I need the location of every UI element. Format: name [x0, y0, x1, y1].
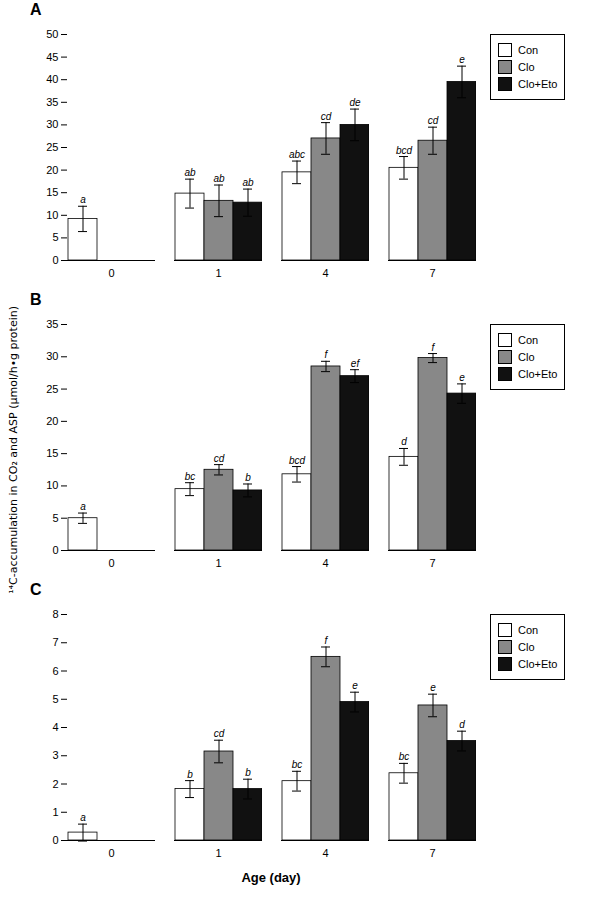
- svg-text:a: a: [80, 194, 86, 205]
- svg-text:e: e: [459, 372, 465, 383]
- svg-text:cd: cd: [321, 111, 332, 122]
- svg-text:5: 5: [52, 231, 58, 243]
- svg-text:7: 7: [429, 557, 435, 569]
- svg-text:20: 20: [46, 164, 58, 176]
- html-text:Clo: Clo: [518, 641, 535, 653]
- svg-text:abc: abc: [289, 149, 305, 160]
- html-text:Clo: Clo: [518, 351, 535, 363]
- html-text:¹⁴C-accumulation in CO₂ and AS: ¹⁴C-accumulation in CO₂ and ASP (μmol/h•…: [6, 305, 20, 594]
- svg-text:45: 45: [46, 51, 58, 63]
- svg-text:5: 5: [52, 512, 58, 524]
- svg-text:10: 10: [46, 479, 58, 491]
- svg-text:15: 15: [46, 447, 58, 459]
- svg-text:7: 7: [52, 636, 58, 648]
- svg-text:15: 15: [46, 186, 58, 198]
- html-text:B: B: [30, 291, 42, 308]
- svg-text:4: 4: [322, 847, 328, 859]
- svg-text:a: a: [80, 501, 86, 512]
- svg-text:8: 8: [52, 608, 58, 620]
- svg-text:ef: ef: [351, 358, 361, 369]
- svg-text:25: 25: [46, 383, 58, 395]
- svg-text:50: 50: [46, 28, 58, 40]
- svg-text:d: d: [401, 436, 407, 447]
- svg-text:1: 1: [52, 806, 58, 818]
- svg-text:de: de: [349, 97, 361, 108]
- svg-text:40: 40: [46, 73, 58, 85]
- svg-text:4: 4: [322, 557, 328, 569]
- svg-text:0: 0: [52, 254, 58, 266]
- svg-text:0: 0: [108, 557, 114, 569]
- svg-text:a: a: [80, 812, 86, 823]
- html-text:Con: Con: [518, 334, 539, 346]
- svg-text:e: e: [459, 54, 465, 65]
- html-text:Con: Con: [518, 624, 539, 636]
- html-text:Clo+Eto: Clo+Eto: [518, 78, 558, 90]
- svg-text:7: 7: [429, 847, 435, 859]
- svg-text:35: 35: [46, 318, 58, 330]
- svg-text:e: e: [430, 682, 436, 693]
- svg-text:bc: bc: [185, 471, 196, 482]
- svg-text:0: 0: [52, 544, 58, 556]
- svg-text:4: 4: [322, 267, 328, 279]
- svg-text:b: b: [245, 767, 251, 778]
- svg-text:f: f: [325, 349, 329, 360]
- svg-text:35: 35: [46, 96, 58, 108]
- svg-text:bcd: bcd: [289, 455, 306, 466]
- svg-text:1: 1: [215, 267, 221, 279]
- svg-text:4: 4: [52, 721, 58, 733]
- svg-text:30: 30: [46, 350, 58, 362]
- svg-text:b: b: [245, 472, 251, 483]
- html-text:A: A: [30, 1, 42, 18]
- svg-text:e: e: [352, 680, 358, 691]
- svg-text:0: 0: [52, 834, 58, 846]
- svg-text:ab: ab: [184, 167, 196, 178]
- svg-text:10: 10: [46, 209, 58, 221]
- svg-text:3: 3: [52, 749, 58, 761]
- svg-text:cd: cd: [214, 453, 225, 464]
- svg-text:bc: bc: [399, 751, 410, 762]
- html-text:Clo+Eto: Clo+Eto: [518, 658, 558, 670]
- html-text:Con: Con: [518, 44, 539, 56]
- svg-text:7: 7: [429, 267, 435, 279]
- svg-text:1: 1: [215, 847, 221, 859]
- svg-text:ab: ab: [213, 173, 225, 184]
- svg-text:0: 0: [108, 847, 114, 859]
- html-text:C: C: [30, 581, 42, 598]
- html-text:Clo+Eto: Clo+Eto: [518, 368, 558, 380]
- svg-text:2: 2: [52, 778, 58, 790]
- svg-text:cd: cd: [214, 728, 225, 739]
- html-text:Age (day): Age (day): [241, 870, 301, 885]
- html-text:Clo: Clo: [518, 61, 535, 73]
- svg-text:20: 20: [46, 415, 58, 427]
- svg-text:6: 6: [52, 665, 58, 677]
- svg-text:25: 25: [46, 141, 58, 153]
- svg-text:0: 0: [108, 267, 114, 279]
- svg-text:f: f: [325, 635, 329, 646]
- svg-text:bcd: bcd: [396, 145, 413, 156]
- svg-text:1: 1: [215, 557, 221, 569]
- svg-text:b: b: [187, 769, 193, 780]
- svg-text:f: f: [432, 342, 436, 353]
- svg-text:cd: cd: [428, 115, 439, 126]
- svg-text:30: 30: [46, 118, 58, 130]
- svg-text:5: 5: [52, 693, 58, 705]
- svg-text:bc: bc: [292, 759, 303, 770]
- svg-text:ab: ab: [242, 177, 254, 188]
- svg-text:d: d: [459, 719, 465, 730]
